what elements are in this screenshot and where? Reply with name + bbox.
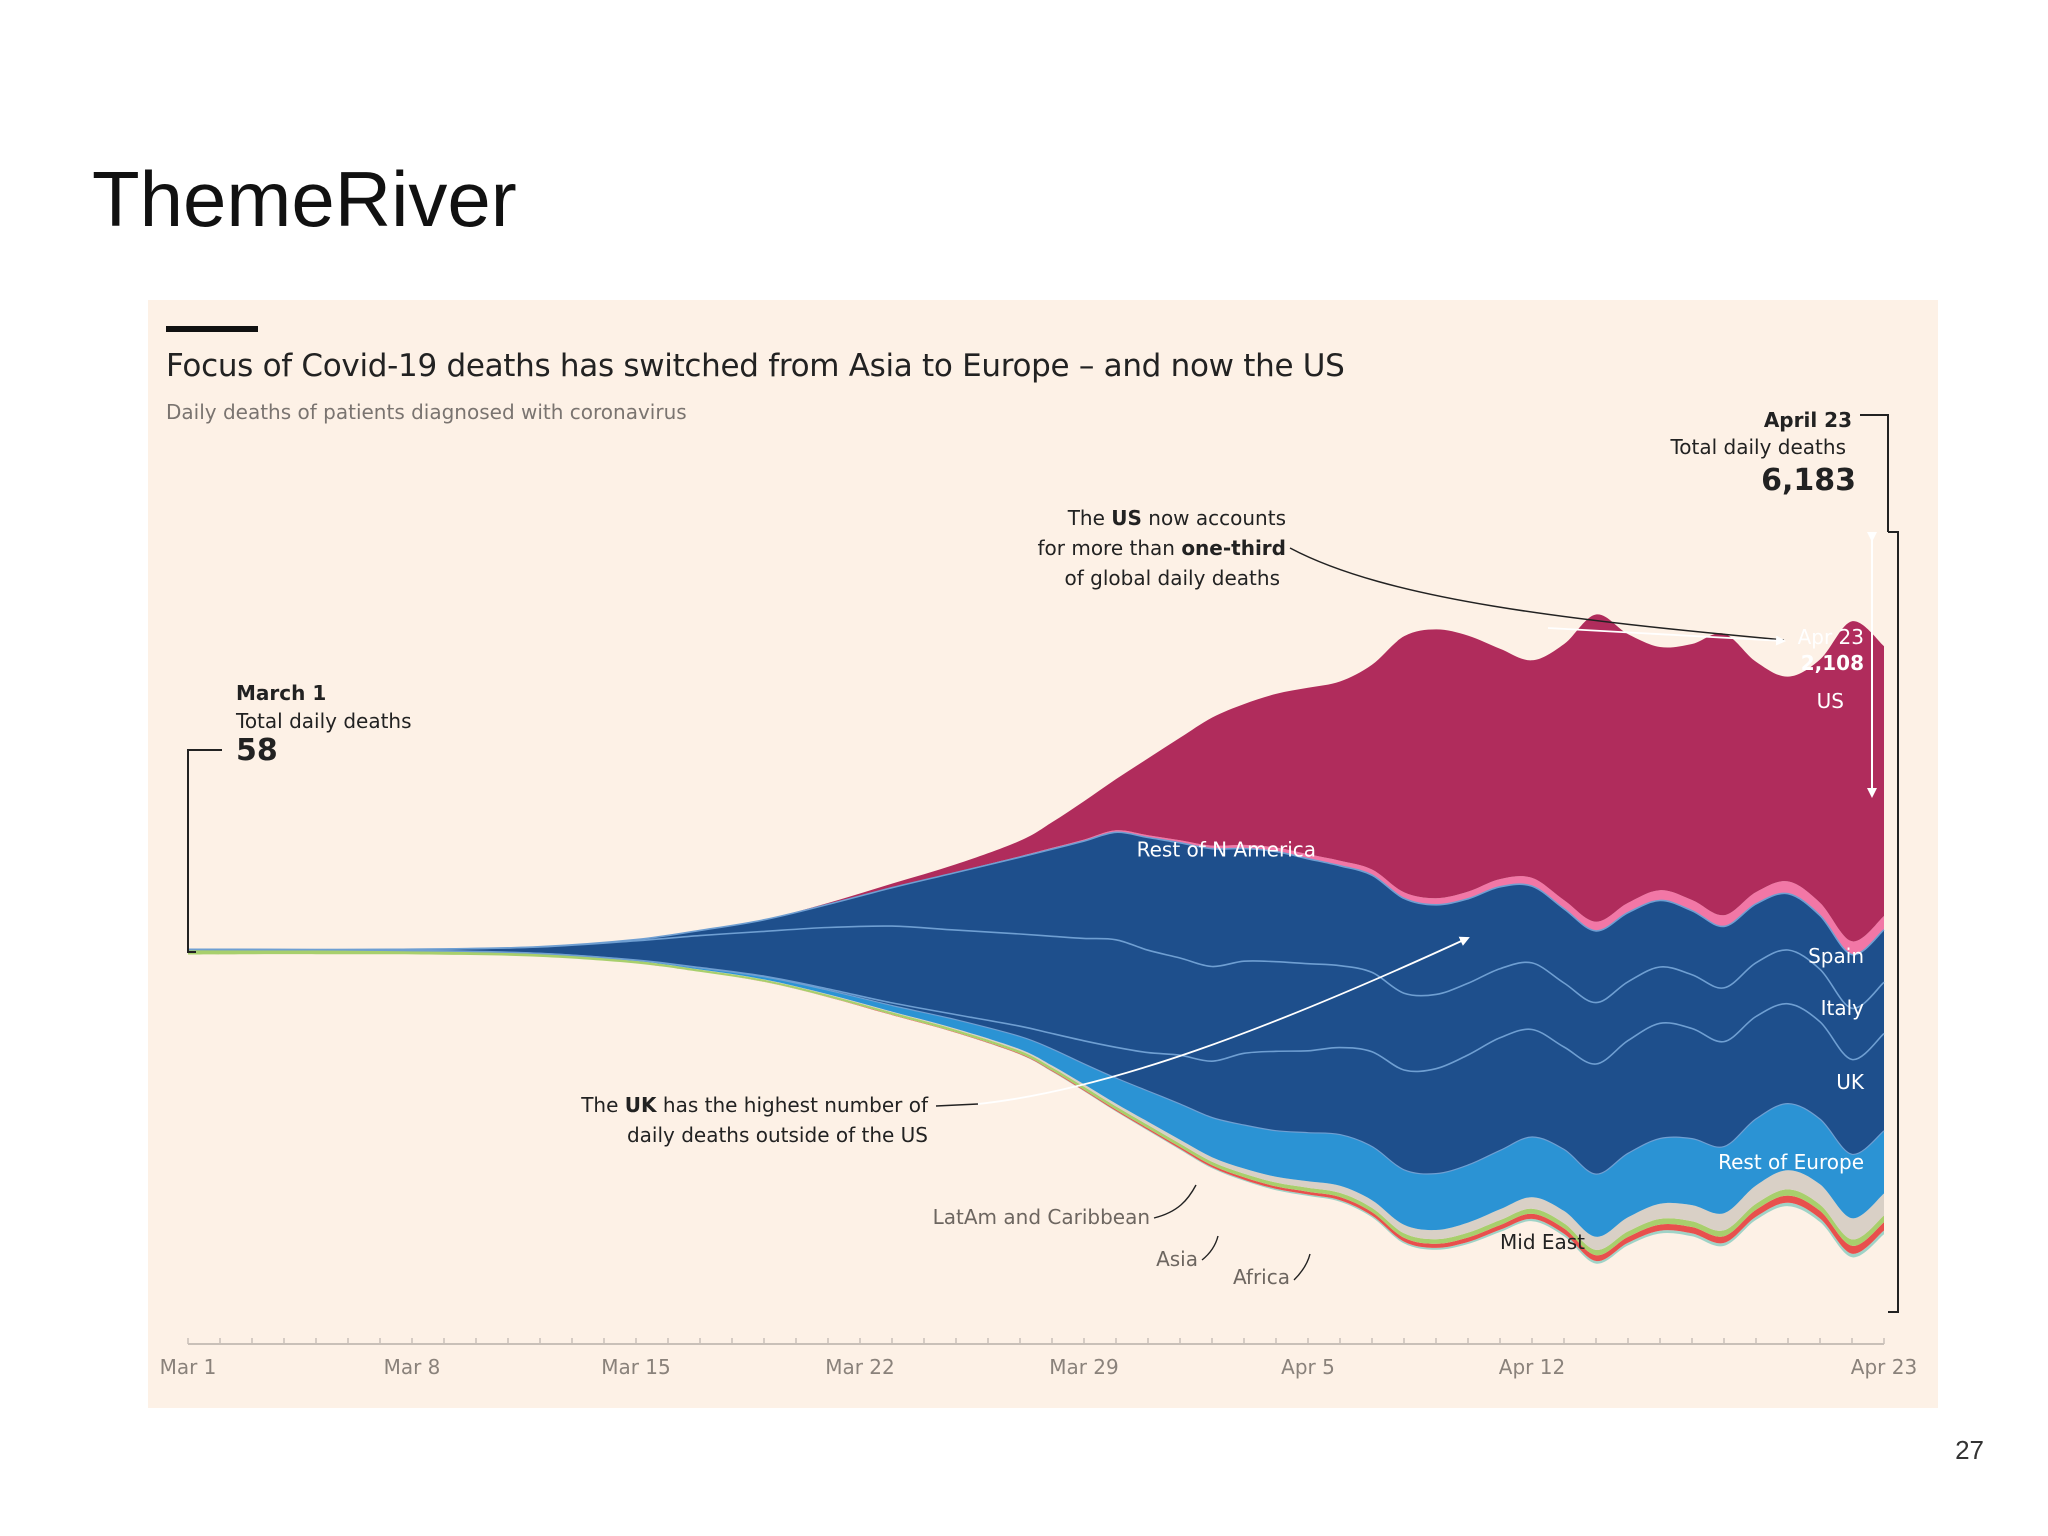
end-annotation: April 23 Total daily deaths 6,183 [1669, 408, 1899, 1313]
slide-title: ThemeRiver [92, 155, 517, 243]
separator-rest-of-europe [187, 948, 1885, 1175]
series-uk [188, 949, 1884, 1175]
us-note: The US now accounts for more than one-th… [1037, 506, 1786, 646]
label-spain: Spain [1808, 944, 1864, 968]
x-tick-label: Apr 23 [1851, 1355, 1917, 1379]
uk-note-line-1: The UK has the highest number of [580, 1093, 929, 1117]
label-asia: Asia [1156, 1247, 1198, 1271]
label-africa: Africa [1233, 1265, 1290, 1289]
uk-note-line-2: daily deaths outside of the US [627, 1123, 928, 1147]
x-tick-label: Mar 29 [1049, 1355, 1119, 1379]
end-total-value: 6,183 [1761, 463, 1856, 498]
x-tick-label: Apr 5 [1281, 1355, 1335, 1379]
chart-title-rule [166, 326, 258, 332]
us-note-arrow [1547, 627, 1786, 646]
stream-layers [187, 614, 1885, 1264]
label-leader [1153, 1184, 1197, 1219]
start-annotation: March 1 Total daily deaths 58 [187, 681, 412, 953]
separator-spain [187, 831, 1885, 956]
series-labels: Spain Italy UK Rest of Europe Rest of N Amer… [933, 838, 1865, 1289]
us-note-line-2: for more than one-third [1037, 536, 1286, 560]
series-rest-of-n-america [188, 830, 1884, 955]
label-latam-and-caribbean: LatAm and Caribbean [933, 1205, 1150, 1229]
separator-italy [187, 925, 1885, 1010]
us-value-number: 2,108 [1801, 651, 1864, 675]
uk-note-arrow [977, 936, 1470, 1105]
us-note-line-3: of global daily deaths [1065, 566, 1280, 590]
x-axis: Mar 1 Mar 8 Mar 15 Mar 22 Mar 29 Apr 5 Apr 12 A… [160, 1338, 1917, 1379]
us-value-date: Apr 23 [1798, 625, 1864, 649]
chart-subtitle: Daily deaths of patients diagnosed with … [166, 400, 687, 424]
x-tick-label: Apr 12 [1499, 1355, 1565, 1379]
us-note-line-1: The US now accounts [1067, 506, 1286, 530]
label-uk: UK [1836, 1070, 1865, 1094]
chart-panel: Focus of Covid-19 deaths has switched fr… [148, 300, 1938, 1408]
label-rest-of-n-america: Rest of N America [1137, 838, 1316, 862]
uk-note: The UK has the highest number of daily d… [580, 936, 1470, 1147]
series-italy [188, 926, 1884, 1072]
series-spain [188, 832, 1884, 1009]
end-total-label: Total daily deaths [1669, 435, 1846, 459]
start-date-label: March 1 [236, 681, 326, 705]
label-italy: Italy [1821, 996, 1865, 1020]
us-note-leader [1289, 547, 1785, 641]
label-leader [1201, 1235, 1219, 1261]
series-rest-of-europe [188, 949, 1884, 1237]
us-value: Apr 23 2,108 US [1798, 532, 1877, 798]
series-us [188, 614, 1884, 950]
end-date-label: April 23 [1764, 408, 1852, 432]
label-mid-east: Mid East [1500, 1230, 1585, 1254]
chart-title: Focus of Covid-19 deaths has switched fr… [166, 348, 1345, 384]
x-tick-label: Mar 22 [825, 1355, 895, 1379]
x-tick-label: Mar 1 [160, 1355, 217, 1379]
label-rest-of-europe: Rest of Europe [1718, 1150, 1864, 1174]
page-number: 27 [1955, 1435, 1984, 1465]
start-total-label: Total daily deaths [235, 709, 412, 733]
us-value-label: US [1817, 689, 1844, 713]
start-total-value: 58 [236, 733, 278, 768]
x-tick-label: Mar 15 [601, 1355, 671, 1379]
label-leader [1293, 1253, 1311, 1281]
streamgraph: Mar 1 Mar 8 Mar 15 Mar 22 Mar 29 Apr 5 Apr 12 A… [160, 408, 1918, 1379]
x-tick-label: Mar 8 [384, 1355, 441, 1379]
series-latam-and-caribbean [188, 949, 1884, 1250]
